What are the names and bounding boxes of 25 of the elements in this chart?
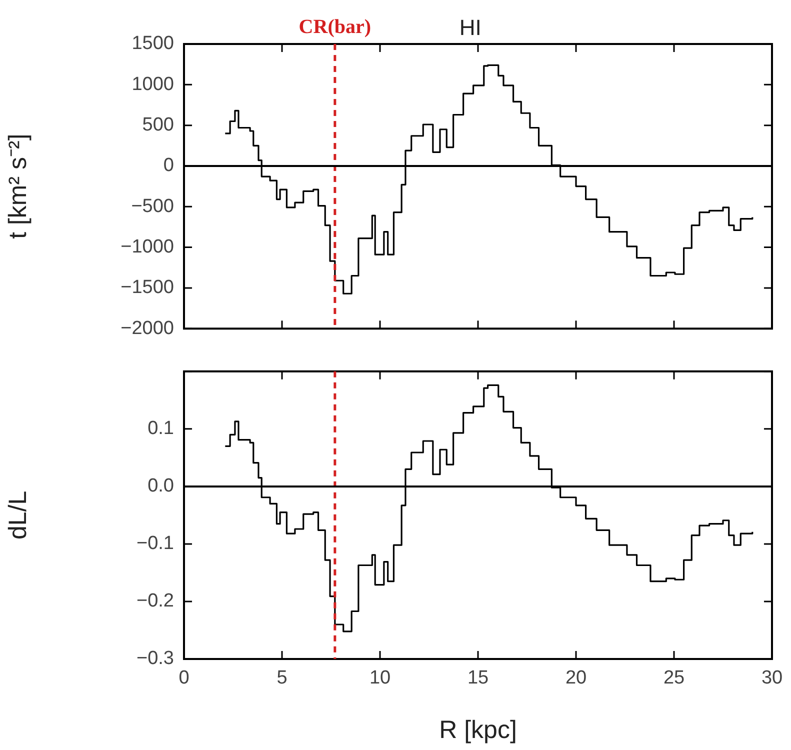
y-tick-label: 1000 [132, 74, 174, 95]
y-axis-title: dL/L [4, 490, 32, 540]
y-tick-label: −2000 [120, 318, 174, 339]
y-tick-label: 0 [163, 155, 174, 176]
y-tick-label: −1500 [120, 277, 174, 298]
y-tick-label: 1500 [132, 33, 174, 54]
x-tick-label: 20 [565, 668, 587, 689]
x-axis-title: R [kpc] [439, 716, 517, 744]
y-tick-label: −0.1 [136, 533, 174, 554]
y-tick-label: −500 [131, 196, 174, 217]
y-tick-label: −0.2 [136, 590, 174, 612]
x-tick-label: 5 [276, 668, 288, 689]
y-axis-title: t [km² s⁻²] [4, 134, 32, 239]
text: HI [459, 15, 482, 40]
x-tick-label: 15 [467, 668, 489, 689]
y-tick-label: 0.1 [148, 418, 174, 440]
x-tick-label: 10 [369, 668, 391, 689]
x-tick-label: 25 [663, 668, 685, 689]
y-tick-label: −1000 [120, 236, 174, 258]
y-tick-label: 0.0 [148, 476, 174, 497]
y-tick-label: 500 [142, 114, 174, 136]
ref-line-label: CR(bar) [298, 16, 372, 38]
x-tick-label: 30 [761, 668, 783, 689]
x-tick-label: 0 [178, 668, 190, 689]
y-tick-label: −0.3 [136, 648, 174, 670]
